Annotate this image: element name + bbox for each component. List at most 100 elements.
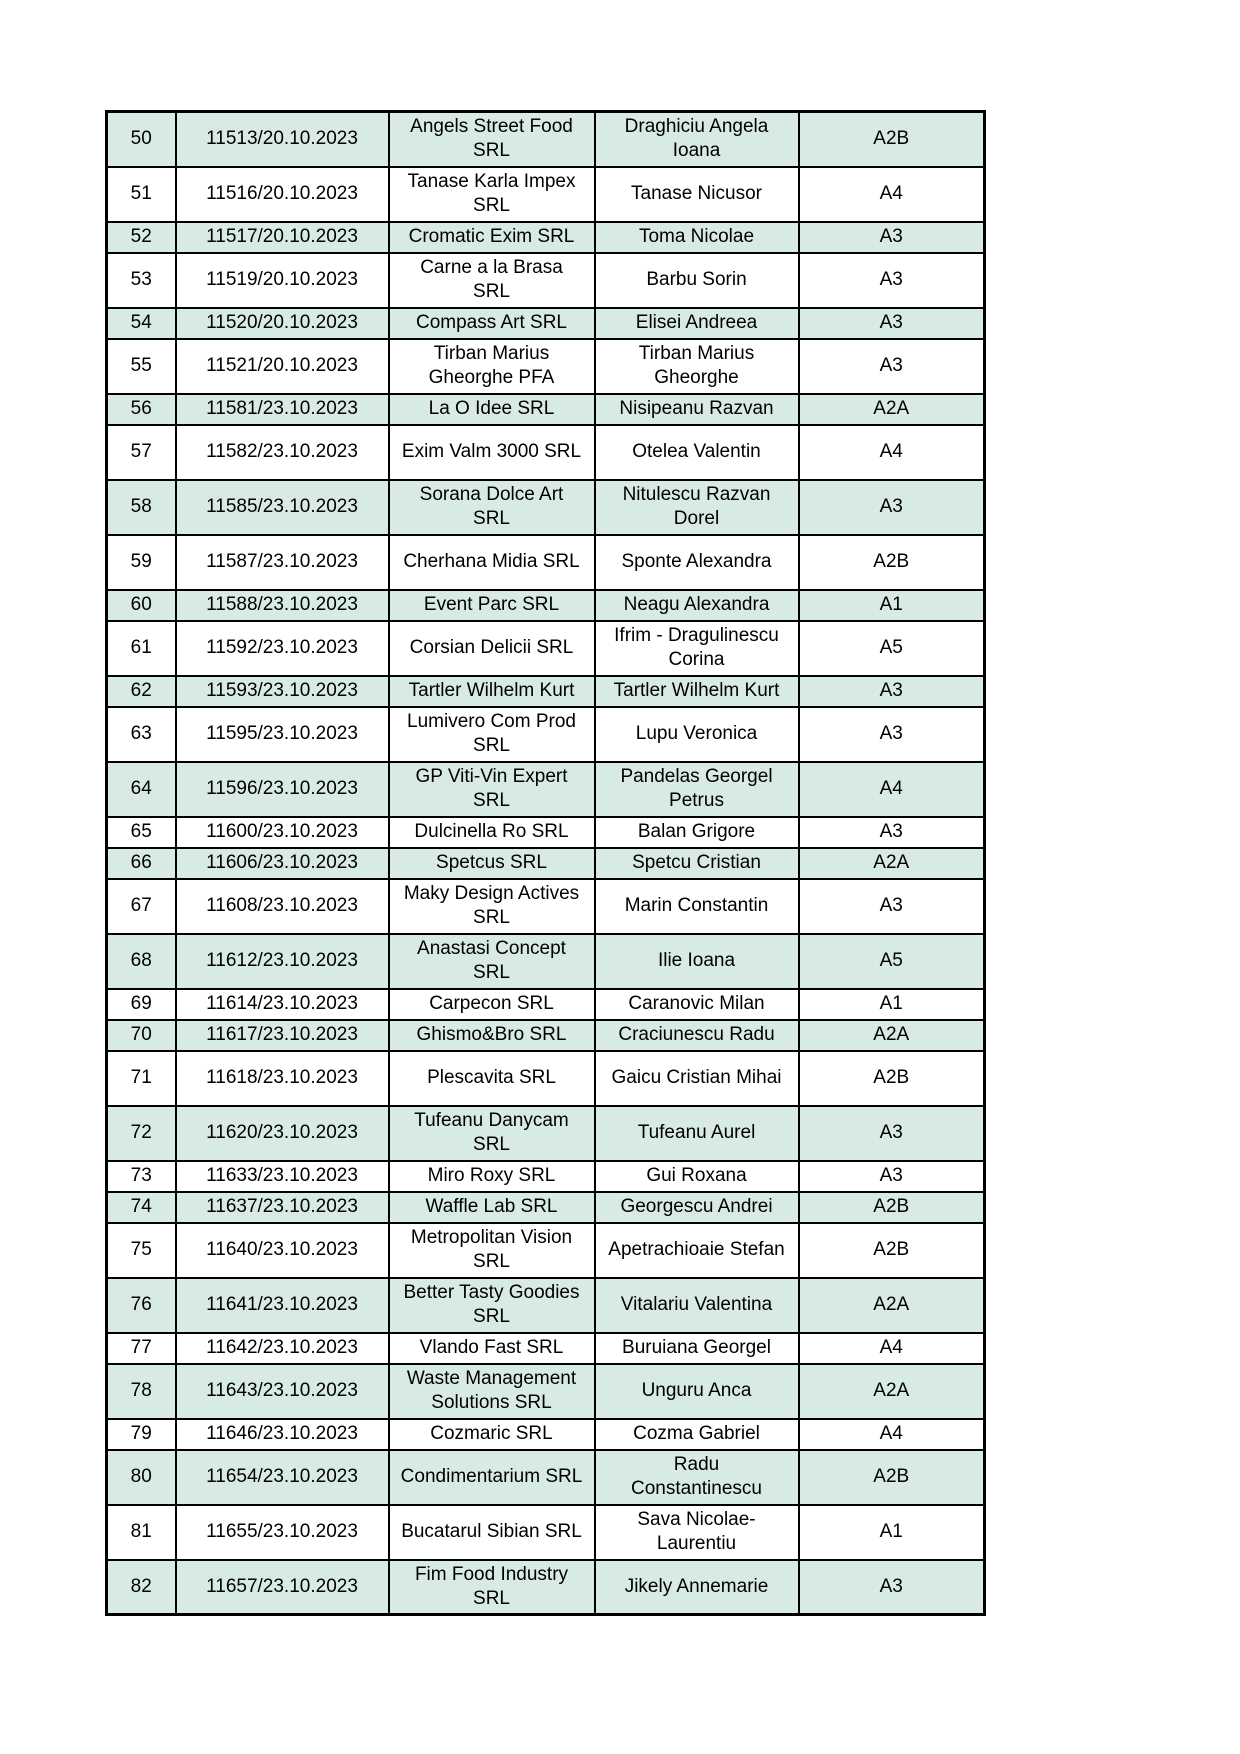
table-row: 73 11633/23.10.2023 Miro Roxy SRL Gui Roxan…	[105, 1159, 986, 1193]
cell-company-name: Ghismo&Bro SRL	[387, 1018, 596, 1052]
cell-category-code: A3	[797, 478, 986, 536]
cell-row-number: 62	[105, 674, 177, 708]
table-row: 68 11612/23.10.2023 Anastasi Concept SRL Il…	[105, 932, 986, 990]
cell-company-name: Compass Art SRL	[387, 306, 596, 340]
cell-category-code: A2A	[797, 846, 986, 880]
cell-registration-number: 11581/23.10.2023	[174, 392, 390, 426]
cell-company-name: Lumivero Com Prod SRL	[387, 705, 596, 763]
cell-row-number: 67	[105, 877, 177, 935]
cell-category-code: A1	[797, 987, 986, 1021]
table-row: 80 11654/23.10.2023 Condimentarium SRL Radu…	[105, 1448, 986, 1506]
cell-company-name: Tirban Marius Gheorghe PFA	[387, 337, 596, 395]
table-row: 50 11513/20.10.2023 Angels Street Food SRL…	[105, 110, 986, 168]
cell-row-number: 72	[105, 1104, 177, 1162]
cell-company-name: Cherhana Midia SRL	[387, 533, 596, 591]
cell-company-name: Tufeanu Danycam SRL	[387, 1104, 596, 1162]
table-row: 78 11643/23.10.2023 Waste Management Solut…	[105, 1362, 986, 1420]
cell-row-number: 66	[105, 846, 177, 880]
cell-representative-name: Balan Grigore	[593, 815, 800, 849]
cell-representative-name: Sponte Alexandra	[593, 533, 800, 591]
cell-registration-number: 11521/20.10.2023	[174, 337, 390, 395]
cell-row-number: 52	[105, 220, 177, 254]
cell-representative-name: Otelea Valentin	[593, 423, 800, 481]
cell-representative-name: Craciunescu Radu	[593, 1018, 800, 1052]
cell-representative-name: Tartler Wilhelm Kurt	[593, 674, 800, 708]
cell-registration-number: 11606/23.10.2023	[174, 846, 390, 880]
cell-category-code: A2A	[797, 392, 986, 426]
cell-row-number: 59	[105, 533, 177, 591]
cell-row-number: 79	[105, 1417, 177, 1451]
cell-row-number: 50	[105, 110, 177, 168]
table-row: 72 11620/23.10.2023 Tufeanu Danycam SRL Tuf…	[105, 1104, 986, 1162]
cell-category-code: A3	[797, 251, 986, 309]
table-row: 74 11637/23.10.2023 Waffle Lab SRL Georgesc…	[105, 1190, 986, 1224]
cell-registration-number: 11655/23.10.2023	[174, 1503, 390, 1561]
cell-category-code: A5	[797, 619, 986, 677]
cell-row-number: 64	[105, 760, 177, 818]
cell-category-code: A3	[797, 1558, 986, 1616]
cell-row-number: 70	[105, 1018, 177, 1052]
table-row: 81 11655/23.10.2023 Bucatarul Sibian SRL Sa…	[105, 1503, 986, 1561]
cell-row-number: 78	[105, 1362, 177, 1420]
cell-representative-name: Marin Constantin	[593, 877, 800, 935]
cell-registration-number: 11517/20.10.2023	[174, 220, 390, 254]
cell-row-number: 76	[105, 1276, 177, 1334]
cell-representative-name: Ifrim - Dragulinescu Corina	[593, 619, 800, 677]
cell-registration-number: 11614/23.10.2023	[174, 987, 390, 1021]
cell-registration-number: 11608/23.10.2023	[174, 877, 390, 935]
cell-company-name: La O Idee SRL	[387, 392, 596, 426]
cell-category-code: A1	[797, 588, 986, 622]
cell-representative-name: Nitulescu Razvan Dorel	[593, 478, 800, 536]
cell-row-number: 74	[105, 1190, 177, 1224]
cell-representative-name: Buruiana Georgel	[593, 1331, 800, 1365]
cell-category-code: A3	[797, 674, 986, 708]
cell-company-name: Spetcus SRL	[387, 846, 596, 880]
cell-registration-number: 11643/23.10.2023	[174, 1362, 390, 1420]
table-row: 64 11596/23.10.2023 GP Viti-Vin Expert SRL…	[105, 760, 986, 818]
cell-registration-number: 11657/23.10.2023	[174, 1558, 390, 1616]
cell-representative-name: Tirban Marius Gheorghe	[593, 337, 800, 395]
cell-representative-name: Toma Nicolae	[593, 220, 800, 254]
cell-row-number: 82	[105, 1558, 177, 1616]
cell-company-name: Waffle Lab SRL	[387, 1190, 596, 1224]
table-row: 51 11516/20.10.2023 Tanase Karla Impex SRL…	[105, 165, 986, 223]
cell-registration-number: 11595/23.10.2023	[174, 705, 390, 763]
cell-row-number: 81	[105, 1503, 177, 1561]
cell-row-number: 75	[105, 1221, 177, 1279]
table-row: 76 11641/23.10.2023 Better Tasty Goodies S…	[105, 1276, 986, 1334]
cell-category-code: A1	[797, 1503, 986, 1561]
cell-representative-name: Ilie Ioana	[593, 932, 800, 990]
cell-company-name: Vlando Fast SRL	[387, 1331, 596, 1365]
cell-representative-name: Pandelas Georgel Petrus	[593, 760, 800, 818]
table-row: 53 11519/20.10.2023 Carne a la Brasa SRL Ba…	[105, 251, 986, 309]
cell-row-number: 65	[105, 815, 177, 849]
cell-representative-name: Vitalariu Valentina	[593, 1276, 800, 1334]
cell-row-number: 54	[105, 306, 177, 340]
cell-category-code: A3	[797, 1159, 986, 1193]
cell-company-name: Waste Management Solutions SRL	[387, 1362, 596, 1420]
cell-row-number: 53	[105, 251, 177, 309]
cell-category-code: A4	[797, 760, 986, 818]
cell-representative-name: Caranovic Milan	[593, 987, 800, 1021]
cell-category-code: A3	[797, 220, 986, 254]
cell-representative-name: Spetcu Cristian	[593, 846, 800, 880]
cell-company-name: Maky Design Actives SRL	[387, 877, 596, 935]
cell-representative-name: Georgescu Andrei	[593, 1190, 800, 1224]
cell-representative-name: Barbu Sorin	[593, 251, 800, 309]
cell-company-name: Tartler Wilhelm Kurt	[387, 674, 596, 708]
cell-representative-name: Gui Roxana	[593, 1159, 800, 1193]
cell-category-code: A3	[797, 1104, 986, 1162]
cell-registration-number: 11640/23.10.2023	[174, 1221, 390, 1279]
cell-row-number: 69	[105, 987, 177, 1021]
cell-registration-number: 11592/23.10.2023	[174, 619, 390, 677]
cell-company-name: Angels Street Food SRL	[387, 110, 596, 168]
cell-company-name: Cozmaric SRL	[387, 1417, 596, 1451]
table-row: 70 11617/23.10.2023 Ghismo&Bro SRL Craciune…	[105, 1018, 986, 1052]
cell-category-code: A3	[797, 705, 986, 763]
cell-category-code: A4	[797, 165, 986, 223]
cell-company-name: Better Tasty Goodies SRL	[387, 1276, 596, 1334]
cell-company-name: Condimentarium SRL	[387, 1448, 596, 1506]
cell-representative-name: Apetrachioaie Stefan	[593, 1221, 800, 1279]
cell-representative-name: Gaicu Cristian Mihai	[593, 1049, 800, 1107]
cell-registration-number: 11612/23.10.2023	[174, 932, 390, 990]
